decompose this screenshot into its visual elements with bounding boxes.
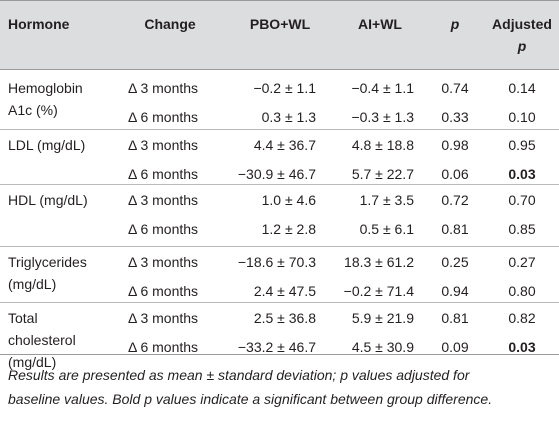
footnote-line-1: Results are presented as mean ± standard… — [8, 367, 470, 383]
change-period: Δ 6 months — [128, 339, 199, 355]
ai-wl-value: 18.3 ± 61.2 — [344, 254, 414, 270]
header-ai-wl: AI+WL — [358, 16, 402, 32]
ai-wl-value: 1.7 ± 3.5 — [359, 192, 414, 208]
ai-wl-value: 4.8 ± 18.8 — [351, 137, 414, 153]
hormone-name: A1c (%) — [8, 102, 58, 118]
group-divider — [0, 184, 559, 185]
adjusted-p-value: 0.14 — [508, 80, 536, 96]
adjusted-p-value: 0.85 — [508, 221, 536, 237]
adjusted-p-value: 0.70 — [508, 192, 536, 208]
header-adjusted-p: p — [517, 38, 527, 54]
change-period: Δ 6 months — [128, 109, 199, 125]
adjusted-p-value: 0.10 — [508, 109, 536, 125]
change-period: Δ 6 months — [128, 166, 199, 182]
ai-wl-value: 0.5 ± 6.1 — [359, 221, 414, 237]
pbo-wl-value: −30.9 ± 46.7 — [237, 166, 316, 182]
ai-wl-value: −0.2 ± 71.4 — [343, 283, 414, 299]
p-value: 0.94 — [441, 283, 469, 299]
hormone-name: Hemoglobin — [8, 80, 83, 96]
change-period: Δ 3 months — [128, 80, 199, 96]
hormone-name: LDL (mg/dL) — [8, 137, 86, 153]
footnote-line-2: baseline values. Bold p values indicate … — [8, 391, 493, 407]
pbo-wl-value: 4.4 ± 36.7 — [253, 137, 316, 153]
hormone-name: (mg/dL) — [8, 354, 57, 370]
group-divider — [0, 246, 559, 247]
change-period: Δ 6 months — [128, 221, 199, 237]
change-period: Δ 3 months — [128, 192, 199, 208]
adjusted-p-value: 0.82 — [508, 310, 536, 326]
header-p: p — [450, 16, 460, 32]
group-divider — [0, 129, 559, 130]
hormone-name: Triglycerides — [8, 254, 87, 270]
hormone-name: cholesterol — [8, 332, 76, 348]
pbo-wl-value: −33.2 ± 46.7 — [237, 339, 316, 355]
change-period: Δ 6 months — [128, 283, 199, 299]
ai-wl-value: −0.3 ± 1.3 — [351, 109, 414, 125]
hormone-name: (mg/dL) — [8, 276, 57, 292]
p-value: 0.06 — [441, 166, 469, 182]
pbo-wl-value: 1.0 ± 4.6 — [261, 192, 316, 208]
hormone-name: Total — [8, 310, 38, 326]
pbo-wl-value: 2.5 ± 36.8 — [253, 310, 316, 326]
p-value: 0.25 — [441, 254, 469, 270]
p-value: 0.72 — [441, 192, 469, 208]
p-value: 0.81 — [441, 310, 469, 326]
header-hormone: Hormone — [8, 16, 70, 32]
adjusted-p-value: 0.03 — [508, 339, 536, 355]
p-value: 0.74 — [441, 80, 469, 96]
p-value: 0.81 — [441, 221, 469, 237]
p-value: 0.98 — [441, 137, 469, 153]
ai-wl-value: 5.7 ± 22.7 — [351, 166, 414, 182]
pbo-wl-value: −0.2 ± 1.1 — [253, 80, 316, 96]
pbo-wl-value: −18.6 ± 70.3 — [237, 254, 316, 270]
adjusted-p-value: 0.95 — [508, 137, 536, 153]
p-value: 0.09 — [441, 339, 469, 355]
pbo-wl-value: 0.3 ± 1.3 — [261, 109, 316, 125]
change-period: Δ 3 months — [128, 310, 199, 326]
table-header: Hormone Change PBO+WL AI+WL p Adjusted p — [0, 0, 559, 70]
change-period: Δ 3 months — [128, 254, 199, 270]
pbo-wl-value: 1.2 ± 2.8 — [261, 221, 316, 237]
ai-wl-value: 5.9 ± 21.9 — [351, 310, 414, 326]
adjusted-p-value: 0.27 — [508, 254, 536, 270]
header-adjusted: Adjusted — [492, 16, 552, 32]
hormone-name: HDL (mg/dL) — [8, 192, 88, 208]
change-period: Δ 3 months — [128, 137, 199, 153]
adjusted-p-value: 0.80 — [508, 283, 536, 299]
table-bottom-rule — [0, 354, 559, 355]
header-change: Change — [144, 16, 196, 32]
pbo-wl-value: 2.4 ± 47.5 — [253, 283, 316, 299]
header-pbo-wl: PBO+WL — [249, 16, 311, 32]
p-value: 0.33 — [441, 109, 469, 125]
adjusted-p-value: 0.03 — [508, 166, 536, 182]
ai-wl-value: −0.4 ± 1.1 — [351, 80, 414, 96]
table-footnote: Results are presented as mean ± standard… — [8, 363, 553, 411]
group-divider — [0, 302, 559, 303]
ai-wl-value: 4.5 ± 30.9 — [351, 339, 414, 355]
